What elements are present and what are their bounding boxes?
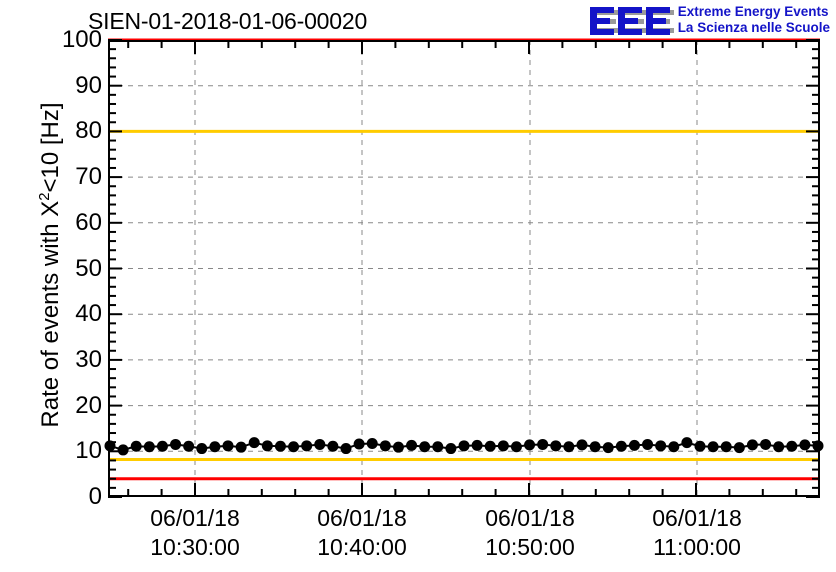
data-point-marker: [419, 441, 431, 453]
y-axis-tick-label: 30: [75, 345, 102, 373]
eee-logo: Extreme Energy Events La Scienza nelle S…: [588, 4, 830, 39]
data-point-marker: [510, 441, 522, 453]
data-point-marker: [183, 440, 195, 452]
x-tick-date: 06/01/18: [150, 505, 240, 531]
data-point-marker: [222, 440, 234, 452]
x-axis-tick-label: 06/01/18 10:30:00: [100, 504, 290, 562]
y-axis-tick-label: 0: [88, 483, 102, 510]
data-point-marker: [550, 440, 562, 452]
data-series: [104, 437, 824, 456]
x-axis-tick-label: 06/01/18 10:50:00: [435, 504, 625, 562]
data-point-marker: [143, 441, 155, 453]
data-point-marker: [170, 438, 182, 450]
x-tick-date: 06/01/18: [652, 505, 742, 531]
data-point-marker: [773, 441, 785, 453]
data-point-marker: [484, 440, 496, 452]
x-tick-time: 11:00:00: [653, 534, 741, 560]
data-point-marker: [589, 441, 601, 453]
data-point-marker: [432, 441, 444, 453]
data-point-marker: [301, 440, 313, 452]
data-point-marker: [248, 437, 260, 449]
x-tick-time: 10:50:00: [485, 534, 575, 560]
y-axis-tick-label: 60: [75, 208, 102, 236]
data-point-marker: [261, 440, 273, 452]
x-axis-tick-label: 06/01/18 10:40:00: [267, 504, 457, 562]
eee-logo-mark-icon: [588, 5, 674, 39]
data-point-marker: [235, 441, 247, 453]
data-point-marker: [746, 439, 758, 451]
y-axis-tick-label: 90: [75, 71, 102, 99]
data-point-marker: [786, 440, 798, 452]
data-point-marker: [406, 439, 418, 451]
plot-area: [104, 38, 824, 498]
data-point-marker: [668, 441, 680, 453]
data-point-marker: [760, 438, 772, 450]
data-point-marker: [642, 438, 654, 450]
eee-logo-text: Extreme Energy Events La Scienza nelle S…: [678, 4, 830, 36]
data-point-marker: [694, 440, 706, 452]
data-point-marker: [130, 440, 142, 452]
data-point-marker: [615, 440, 627, 452]
data-point-marker: [681, 437, 693, 449]
eee-logo-line1: Extreme Energy Events: [677, 4, 829, 19]
data-point-marker: [720, 441, 732, 453]
eee-logo-line2: La Scienza nelle Scuole: [677, 20, 830, 35]
data-point-marker: [655, 440, 667, 452]
data-point-marker: [340, 443, 352, 455]
data-point-marker: [274, 440, 286, 452]
data-point-marker: [445, 443, 457, 455]
data-point-marker: [799, 439, 811, 451]
data-point-marker: [497, 440, 509, 452]
data-point-marker: [353, 438, 365, 450]
x-tick-date: 06/01/18: [317, 505, 407, 531]
data-point-marker: [458, 440, 470, 452]
chart-title: SIEN-01-2018-01-06-00020: [88, 8, 368, 34]
x-axis-tick-labels: 06/01/18 10:30:00 06/01/18 10:40:00 06/01/18…: [108, 504, 820, 566]
y-axis-tick-label: 20: [75, 391, 102, 419]
data-point-marker: [537, 438, 549, 450]
data-point-marker: [314, 438, 326, 450]
data-point-marker: [209, 441, 221, 453]
data-point-marker: [392, 441, 404, 453]
y-axis-tick-label: 80: [75, 117, 102, 145]
data-point-marker: [563, 441, 575, 453]
data-point-marker: [379, 440, 391, 452]
data-point-marker: [471, 439, 483, 451]
data-point-marker: [156, 440, 168, 452]
data-point-marker: [366, 438, 378, 450]
data-point-marker: [576, 439, 588, 451]
y-axis-tick-label: 70: [75, 163, 102, 191]
data-point-marker: [602, 442, 614, 454]
x-tick-time: 10:40:00: [317, 534, 407, 560]
data-point-marker: [524, 439, 536, 451]
y-axis-tick-label: 100: [61, 26, 102, 53]
y-axis-tick-labels: 0 10 20 30 40 50 60 70 80 90 100: [40, 28, 102, 509]
data-point-marker: [117, 444, 129, 456]
y-axis-tick-label: 50: [75, 254, 102, 282]
data-point-marker: [733, 442, 745, 454]
y-axis-tick-label: 10: [75, 437, 102, 465]
y-axis-tick-label: 40: [75, 300, 102, 328]
x-tick-time: 10:30:00: [150, 534, 240, 560]
data-point-marker: [196, 443, 208, 455]
x-tick-date: 06/01/18: [485, 505, 575, 531]
data-point-marker: [288, 441, 300, 453]
axis-ticks: [108, 39, 820, 498]
data-point-marker: [707, 441, 719, 453]
data-point-marker: [628, 439, 640, 451]
x-axis-tick-label: 06/01/18 11:00:00: [602, 504, 792, 562]
data-point-marker: [327, 440, 339, 452]
